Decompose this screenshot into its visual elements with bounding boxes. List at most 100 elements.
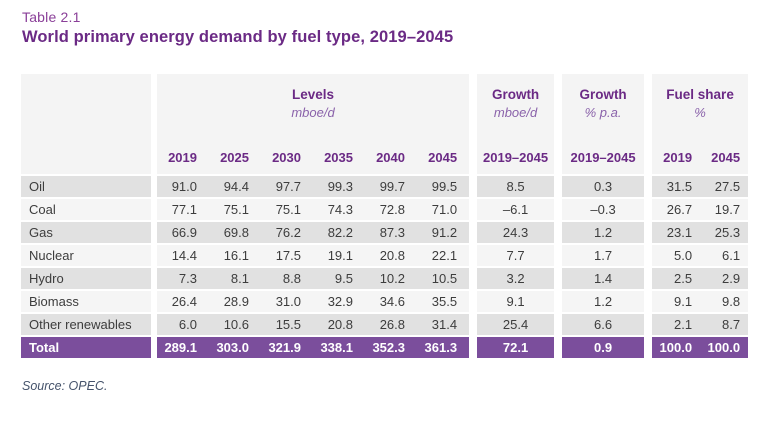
label-column-header — [21, 74, 151, 144]
growth-pa-value: 1.2 — [562, 220, 645, 243]
row-label: Nuclear — [21, 243, 151, 266]
column-gutter — [554, 197, 563, 220]
fuel-share-value: 100.0 — [700, 335, 749, 358]
group-unit: mboe/d — [493, 104, 538, 120]
group-unit: % p.a. — [584, 104, 622, 120]
level-value: 31.4 — [417, 312, 470, 335]
level-value: 71.0 — [417, 197, 470, 220]
group-title: Growth — [579, 87, 627, 102]
growth-mboed-value: 8.5 — [477, 174, 555, 197]
table-number: Table 2.1 — [22, 9, 81, 25]
level-value: 16.1 — [209, 243, 261, 266]
year-header: 2030 — [261, 144, 313, 174]
row-label: Gas — [21, 220, 151, 243]
column-gutter — [554, 335, 563, 358]
column-gutter — [151, 312, 157, 335]
row-label: Biomass — [21, 289, 151, 312]
table-row: Oil 91.0 94.4 97.7 99.3 99.7 99.5 8.5 0.… — [21, 174, 749, 197]
column-gutter — [469, 74, 478, 144]
column-gutter — [469, 335, 478, 358]
year-header: 2019 — [652, 144, 701, 174]
column-gutter — [554, 243, 563, 266]
fuel-share-value: 25.3 — [700, 220, 749, 243]
column-group-levels: Levels mboe/d — [157, 74, 470, 144]
column-gutter — [151, 220, 157, 243]
level-value: 94.4 — [209, 174, 261, 197]
table-row: Hydro 7.3 8.1 8.8 9.5 10.2 10.5 3.2 1.4 … — [21, 266, 749, 289]
year-header: 2025 — [209, 144, 261, 174]
growth-mboed-value: –6.1 — [477, 197, 555, 220]
column-gutter — [151, 335, 157, 358]
level-value: 10.2 — [365, 266, 417, 289]
fuel-share-value: 23.1 — [652, 220, 701, 243]
column-gutter — [554, 312, 563, 335]
column-gutter — [554, 174, 563, 197]
table-footer: Total 289.1 303.0 321.9 338.1 352.3 361.… — [21, 335, 749, 358]
growth-pa-value: 1.7 — [562, 243, 645, 266]
column-gutter — [644, 174, 653, 197]
column-gutter — [644, 144, 653, 174]
fuel-share-value: 2.5 — [652, 266, 701, 289]
year-header: 2019 — [157, 144, 209, 174]
table-row: Coal 77.1 75.1 75.1 74.3 72.8 71.0 –6.1 … — [21, 197, 749, 220]
row-label: Oil — [21, 174, 151, 197]
table-row: Gas 66.9 69.8 76.2 82.2 87.3 91.2 24.3 1… — [21, 220, 749, 243]
growth-mboed-value: 3.2 — [477, 266, 555, 289]
fuel-share-value: 6.1 — [700, 243, 749, 266]
growth-mboed-value: 25.4 — [477, 312, 555, 335]
column-gutter — [554, 289, 563, 312]
growth-pa-value: 1.2 — [562, 289, 645, 312]
level-value: 28.9 — [209, 289, 261, 312]
fuel-share-value: 31.5 — [652, 174, 701, 197]
year-header: 2040 — [365, 144, 417, 174]
table-row: Biomass 26.4 28.9 31.0 32.9 34.6 35.5 9.… — [21, 289, 749, 312]
growth-pa-value: 1.4 — [562, 266, 645, 289]
column-gutter — [554, 74, 563, 144]
level-value: 72.8 — [365, 197, 417, 220]
column-gutter — [469, 220, 478, 243]
group-unit: mboe/d — [291, 104, 335, 120]
column-gutter — [469, 243, 478, 266]
table-row: Other renewables 6.0 10.6 15.5 20.8 26.8… — [21, 312, 749, 335]
level-value: 7.3 — [157, 266, 209, 289]
level-value: 91.0 — [157, 174, 209, 197]
column-gutter — [644, 243, 653, 266]
growth-mboed-value: 72.1 — [477, 335, 555, 358]
table-row: Nuclear 14.4 16.1 17.5 19.1 20.8 22.1 7.… — [21, 243, 749, 266]
level-value: 289.1 — [157, 335, 209, 358]
level-value: 10.6 — [209, 312, 261, 335]
level-value: 77.1 — [157, 197, 209, 220]
level-value: 87.3 — [365, 220, 417, 243]
level-value: 26.4 — [157, 289, 209, 312]
row-label: Other renewables — [21, 312, 151, 335]
energy-demand-table: Levels mboe/d Growth mboe/d Growth % p.a… — [21, 74, 749, 358]
growth-mboed-value: 9.1 — [477, 289, 555, 312]
growth-pa-value: 0.3 — [562, 174, 645, 197]
level-value: 35.5 — [417, 289, 470, 312]
level-value: 97.7 — [261, 174, 313, 197]
level-value: 82.2 — [313, 220, 365, 243]
level-value: 91.2 — [417, 220, 470, 243]
level-value: 20.8 — [313, 312, 365, 335]
column-gutter — [151, 144, 157, 174]
column-gutter — [554, 266, 563, 289]
row-label: Hydro — [21, 266, 151, 289]
level-value: 303.0 — [209, 335, 261, 358]
year-header-row: 2019 2025 2030 2035 2040 2045 2019–2045 … — [21, 144, 749, 174]
growth-pa-value: –0.3 — [562, 197, 645, 220]
label-column-header — [21, 144, 151, 174]
level-value: 22.1 — [417, 243, 470, 266]
column-gutter — [554, 220, 563, 243]
column-gutter — [151, 74, 157, 144]
group-title: Fuel share — [666, 87, 734, 102]
column-gutter — [469, 197, 478, 220]
level-value: 99.3 — [313, 174, 365, 197]
group-title: Levels — [292, 87, 335, 102]
column-gutter — [151, 266, 157, 289]
level-value: 26.8 — [365, 312, 417, 335]
fuel-share-value: 2.9 — [700, 266, 749, 289]
column-gutter — [644, 266, 653, 289]
level-value: 32.9 — [313, 289, 365, 312]
level-value: 338.1 — [313, 335, 365, 358]
fuel-share-value: 26.7 — [652, 197, 701, 220]
